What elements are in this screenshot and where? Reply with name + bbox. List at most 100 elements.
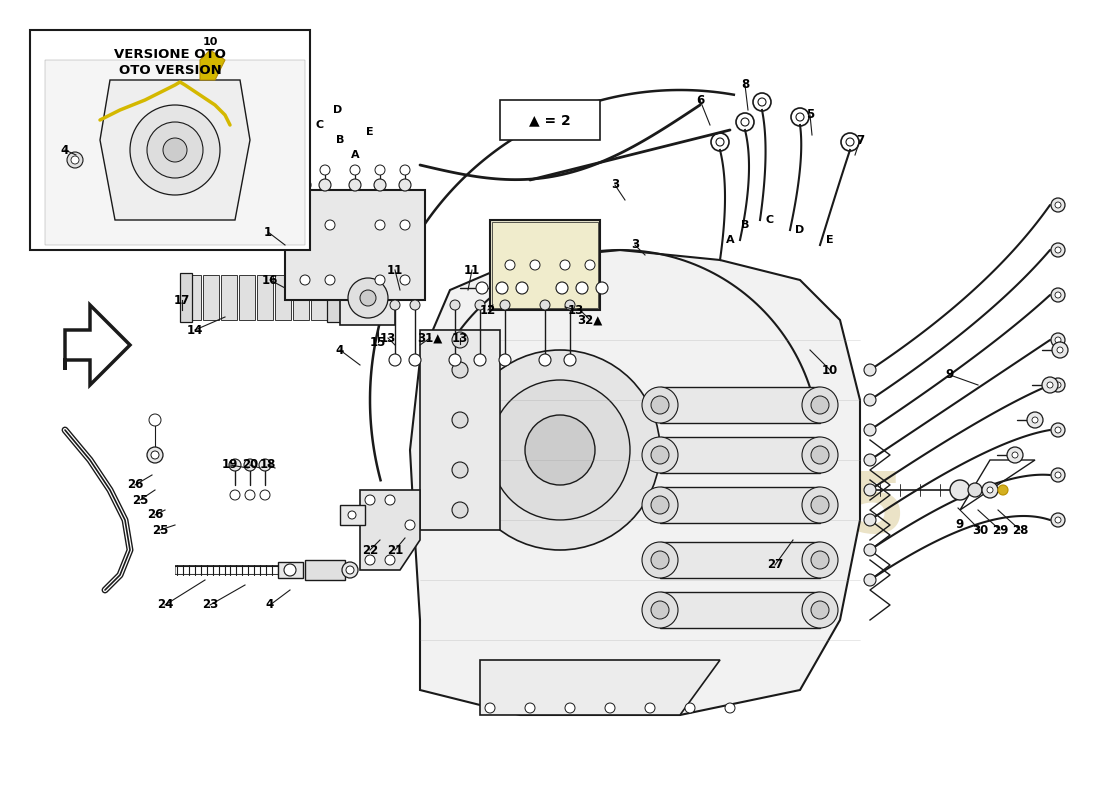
Text: VERSIONE OTO: VERSIONE OTO [114,49,226,62]
Circle shape [410,300,420,310]
Text: 8: 8 [741,78,749,91]
Text: C: C [766,215,774,225]
Circle shape [565,703,575,713]
Bar [204,275,219,320]
Circle shape [348,278,388,318]
Circle shape [642,542,678,578]
Circle shape [490,380,630,520]
Polygon shape [65,305,130,385]
Circle shape [864,544,876,556]
Circle shape [642,592,678,628]
Circle shape [350,165,360,175]
Circle shape [400,275,410,285]
Text: 10: 10 [202,37,218,47]
Text: B: B [336,135,344,145]
Circle shape [346,566,354,574]
Circle shape [987,487,993,493]
Bar [185,275,201,320]
Circle shape [474,354,486,366]
Circle shape [642,387,678,423]
Circle shape [564,354,576,366]
Bar [500,100,600,140]
Circle shape [365,495,375,505]
Text: 19: 19 [222,458,239,471]
Circle shape [1055,247,1061,253]
Circle shape [130,105,220,195]
Circle shape [449,354,461,366]
Circle shape [1032,417,1038,423]
Circle shape [802,592,838,628]
Circle shape [864,574,876,586]
Polygon shape [480,660,720,715]
Text: A: A [726,235,735,245]
Circle shape [300,165,310,175]
Circle shape [450,300,460,310]
Circle shape [1050,243,1065,257]
Circle shape [385,495,395,505]
Bar [180,273,192,322]
Circle shape [1057,347,1063,353]
Text: 27: 27 [767,558,783,571]
Circle shape [651,496,669,514]
Circle shape [342,562,358,578]
Circle shape [389,354,402,366]
Circle shape [1055,472,1061,478]
Circle shape [1012,452,1018,458]
Text: B: B [740,220,749,230]
Circle shape [540,300,550,310]
Circle shape [651,446,669,464]
Circle shape [864,364,876,376]
Circle shape [452,362,468,378]
Circle shape [300,220,310,230]
Circle shape [530,260,540,270]
Circle shape [258,459,271,471]
Polygon shape [360,490,420,570]
Text: C: C [316,120,324,130]
Circle shape [452,462,468,478]
Circle shape [811,551,829,569]
Circle shape [1050,513,1065,527]
Text: 21: 21 [387,543,403,557]
Bar [275,275,292,320]
Text: 7: 7 [856,134,865,146]
Circle shape [1055,337,1061,343]
Text: 29: 29 [992,523,1009,537]
Circle shape [452,412,468,428]
Text: 20: 20 [242,458,258,471]
Text: 15: 15 [370,335,386,349]
Circle shape [864,394,876,406]
Text: 10: 10 [822,363,838,377]
Circle shape [565,300,575,310]
Bar [221,275,236,320]
Circle shape [476,282,488,294]
Circle shape [67,152,82,168]
Circle shape [375,165,385,175]
Circle shape [1055,382,1061,388]
Circle shape [516,282,528,294]
Text: 6: 6 [696,94,704,106]
Circle shape [475,300,485,310]
Circle shape [802,487,838,523]
Circle shape [596,282,608,294]
Circle shape [405,520,415,530]
Circle shape [642,487,678,523]
Circle shape [1050,468,1065,482]
Text: 185: 185 [733,470,908,550]
Circle shape [147,122,204,178]
Text: 12: 12 [480,303,496,317]
Circle shape [151,451,160,459]
Text: D: D [333,105,342,115]
Bar [239,275,255,320]
Text: professionalparts: professionalparts [549,406,851,434]
Circle shape [1050,378,1065,392]
Circle shape [811,496,829,514]
Bar [660,387,820,423]
Circle shape [147,447,163,463]
Circle shape [968,483,982,497]
Circle shape [324,275,336,285]
Circle shape [802,542,838,578]
Circle shape [811,446,829,464]
Circle shape [399,179,411,191]
Circle shape [365,555,375,565]
Circle shape [642,437,678,473]
